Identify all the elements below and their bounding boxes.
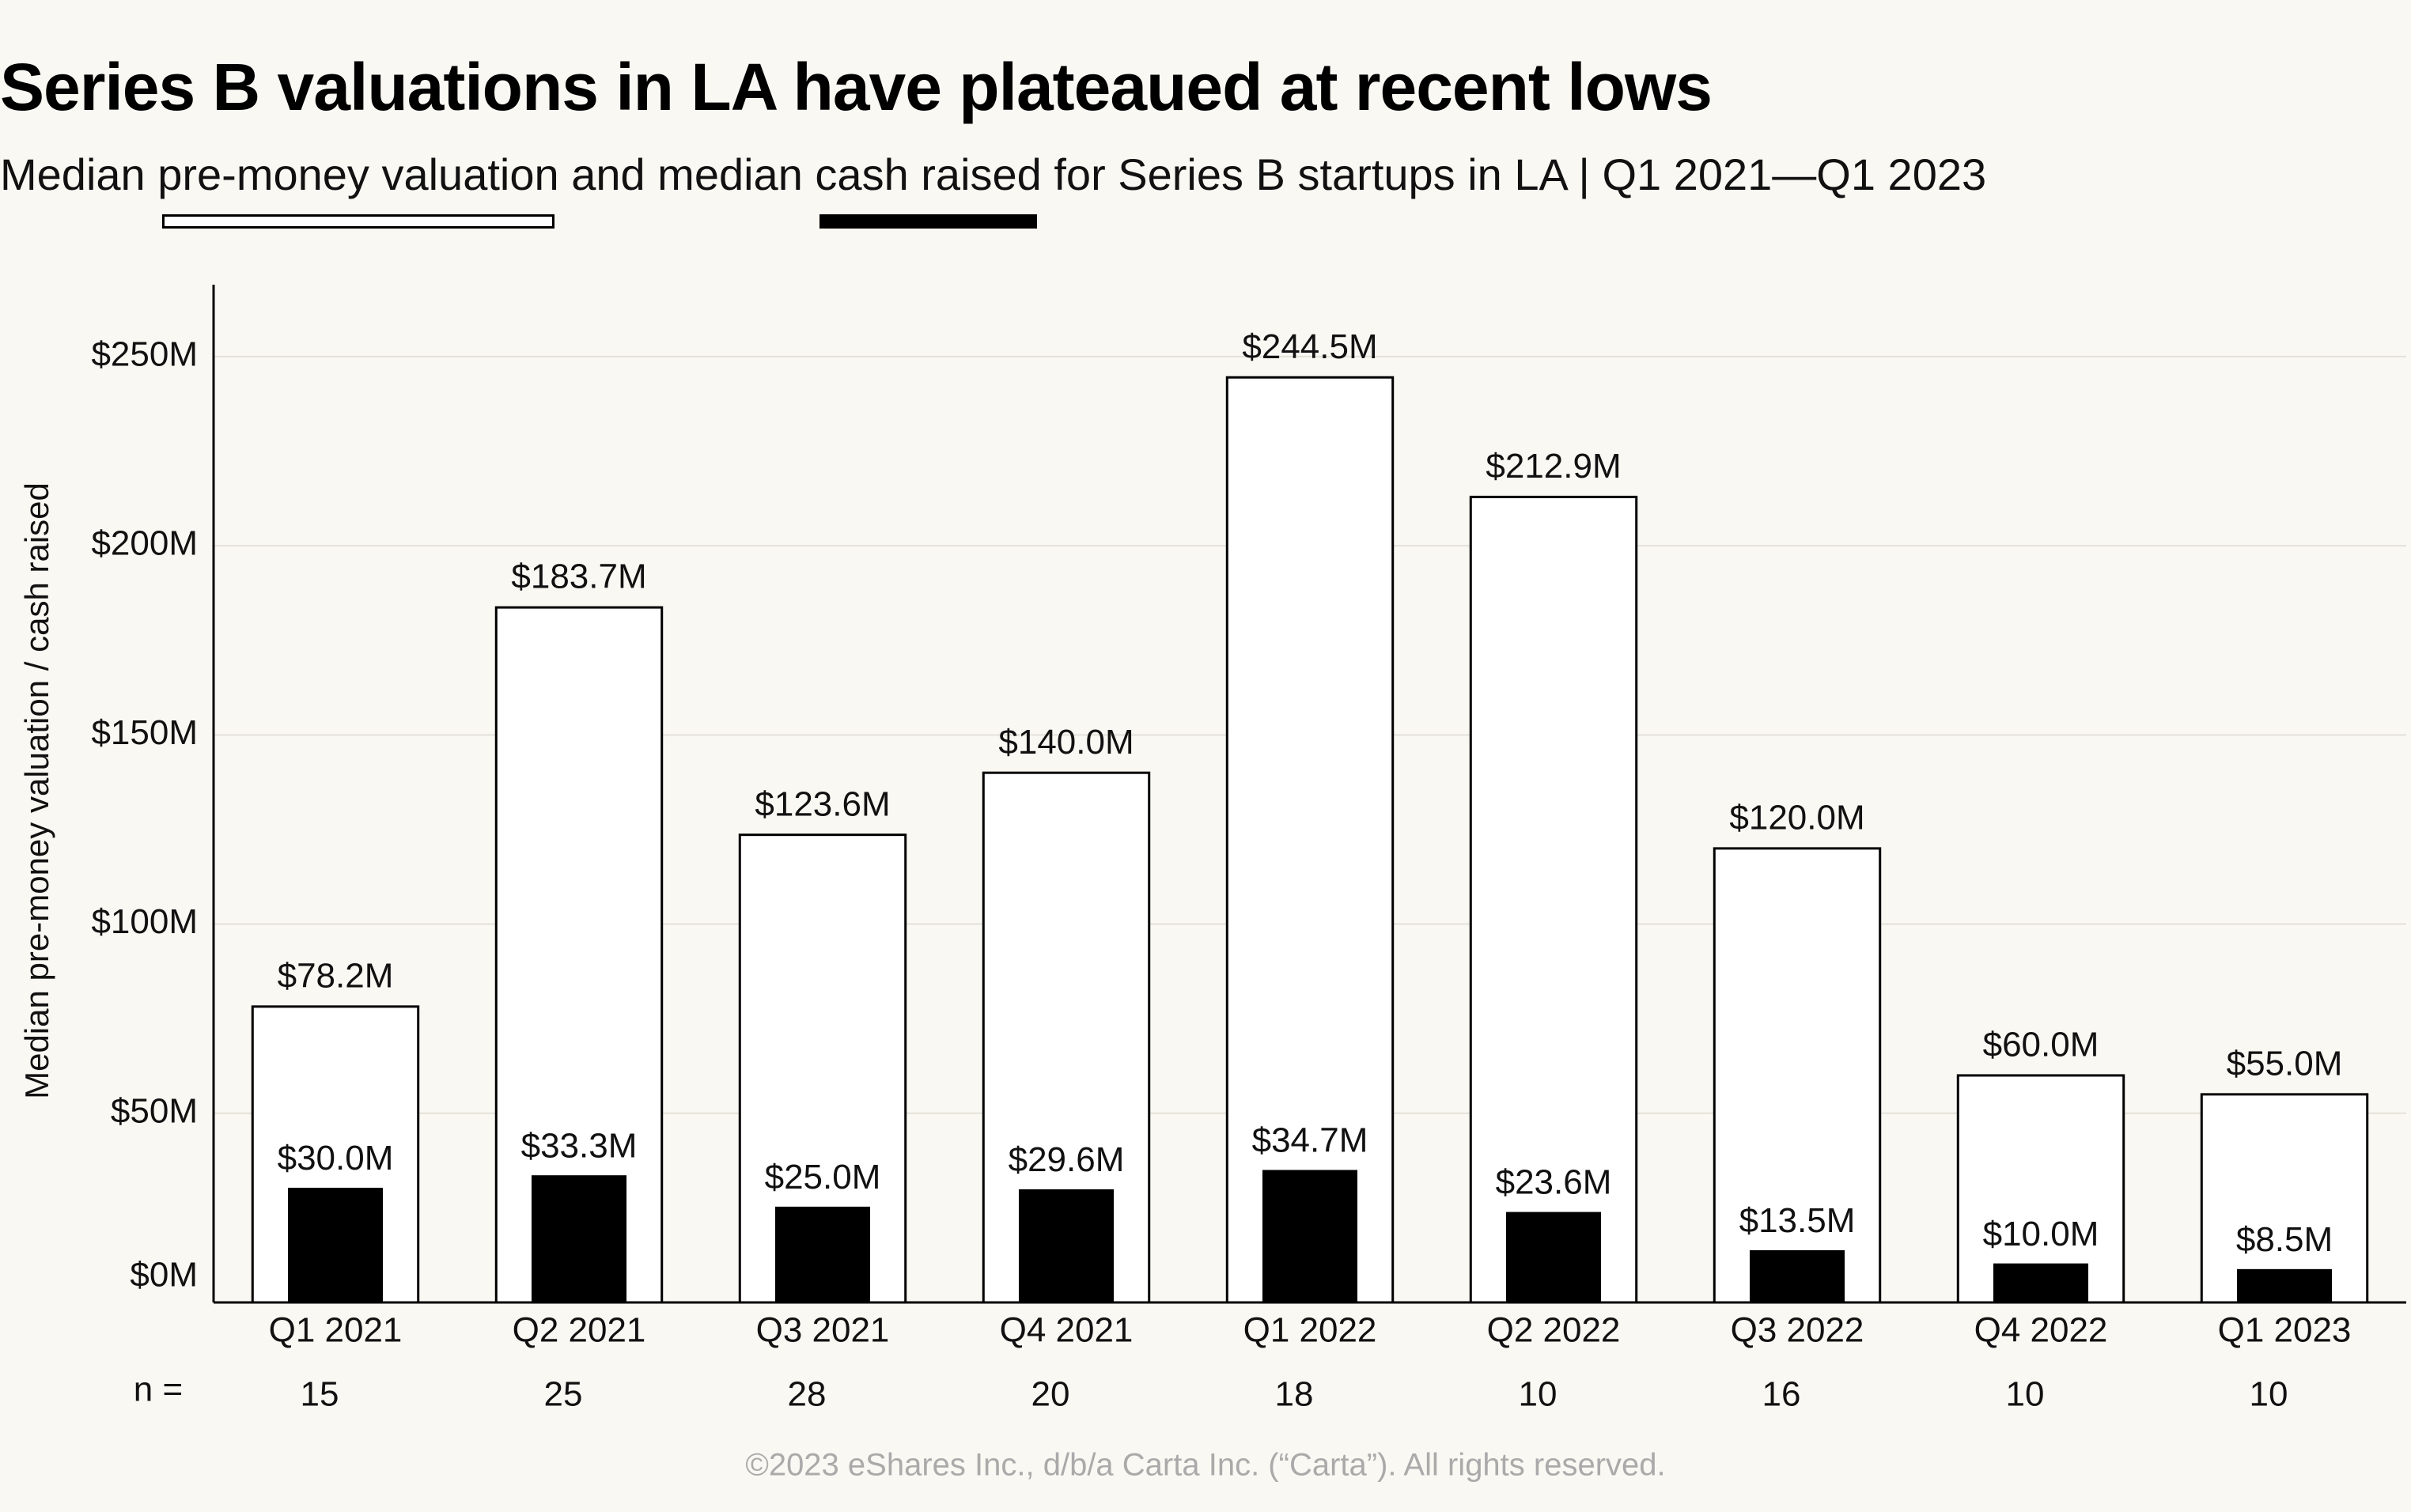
value-label: $34.7M <box>1252 1121 1368 1160</box>
value-label: $183.7M <box>511 558 646 596</box>
n-count: 25 <box>544 1375 583 1414</box>
n-count: 28 <box>788 1375 827 1414</box>
value-label: $212.9M <box>1486 447 1621 486</box>
value-label: $10.0M <box>1983 1215 2099 1253</box>
value-label: $120.0M <box>1729 798 1864 837</box>
legend-entry[interactable]: pre-money valuation <box>157 149 559 229</box>
x-tick-label: Q1 2022 <box>1243 1311 1377 1350</box>
bar <box>1262 1170 1358 1304</box>
n-count: 20 <box>1031 1375 1070 1414</box>
legend-swatch <box>819 214 1037 229</box>
value-label: $60.0M <box>1983 1026 2099 1064</box>
subtitle-text: and median <box>571 149 803 199</box>
value-label: $140.0M <box>998 723 1134 762</box>
y-tick-label: $50M <box>111 1091 198 1130</box>
legend-entry[interactable]: cash raised <box>815 149 1042 229</box>
bar <box>1749 1249 1845 1304</box>
n-count: 10 <box>1519 1375 1557 1414</box>
bar <box>1993 1263 2089 1304</box>
bar <box>2200 1093 2369 1304</box>
legend-label: pre-money valuation <box>157 149 559 199</box>
value-label: $29.6M <box>1009 1140 1125 1179</box>
bar <box>1469 495 1638 1304</box>
n-count: 18 <box>1275 1375 1314 1414</box>
x-tick-label: Q2 2021 <box>513 1311 646 1350</box>
value-label: $25.0M <box>765 1158 881 1196</box>
bar <box>287 1187 384 1304</box>
y-tick-label: $0M <box>130 1256 198 1295</box>
value-label: $8.5M <box>2236 1220 2333 1259</box>
value-label: $123.6M <box>755 784 890 823</box>
y-tick-label: $100M <box>91 902 198 941</box>
value-label: $23.6M <box>1496 1163 1612 1202</box>
value-label: $33.3M <box>521 1126 638 1165</box>
chart-title: Series B valuations in LA have plateaued… <box>0 50 1713 124</box>
n-count: 15 <box>301 1375 339 1414</box>
subtitle-text: for Series B startups in LA | Q1 2021—Q1… <box>1054 149 1987 199</box>
bar <box>1018 1189 1115 1304</box>
bar <box>1505 1211 1602 1304</box>
y-tick-label: $250M <box>91 335 198 374</box>
value-label: $78.2M <box>278 956 394 995</box>
value-label: $55.0M <box>2227 1044 2343 1083</box>
x-tick-label: Q2 2022 <box>1487 1311 1621 1350</box>
legend-swatch <box>162 214 554 229</box>
bar <box>1713 847 1882 1304</box>
x-tick-label: Q1 2021 <box>269 1311 403 1350</box>
x-tick-label: Q1 2023 <box>2218 1311 2352 1350</box>
x-tick-label: Q3 2022 <box>1731 1311 1864 1350</box>
n-count: 16 <box>1762 1375 1801 1414</box>
x-tick-label: Q3 2021 <box>756 1311 890 1350</box>
value-label: $13.5M <box>1739 1201 1856 1240</box>
value-label: $30.0M <box>278 1139 394 1177</box>
bar <box>1225 376 1395 1304</box>
x-tick-label: Q4 2022 <box>1974 1311 2108 1350</box>
value-label: $244.5M <box>1242 327 1377 366</box>
x-tick-label: Q4 2021 <box>1000 1311 1134 1350</box>
y-tick-label: $200M <box>91 524 198 563</box>
subtitle-text: Median <box>0 149 146 199</box>
legend-label: cash raised <box>815 149 1042 199</box>
bar <box>774 1206 871 1304</box>
bar <box>2236 1268 2333 1304</box>
n-count: 10 <box>2250 1375 2288 1414</box>
bar <box>531 1175 627 1304</box>
n-count: 10 <box>2006 1375 2045 1414</box>
n-label: n = <box>134 1370 183 1409</box>
y-tick-label: $150M <box>91 713 198 752</box>
footer: ©2023 eShares Inc., d/b/a Carta Inc. (“C… <box>745 1448 1665 1483</box>
subtitle: Median pre-money valuation and median ca… <box>0 149 1987 229</box>
y-axis-label: Median pre-money valuation / cash raised <box>18 482 55 1099</box>
